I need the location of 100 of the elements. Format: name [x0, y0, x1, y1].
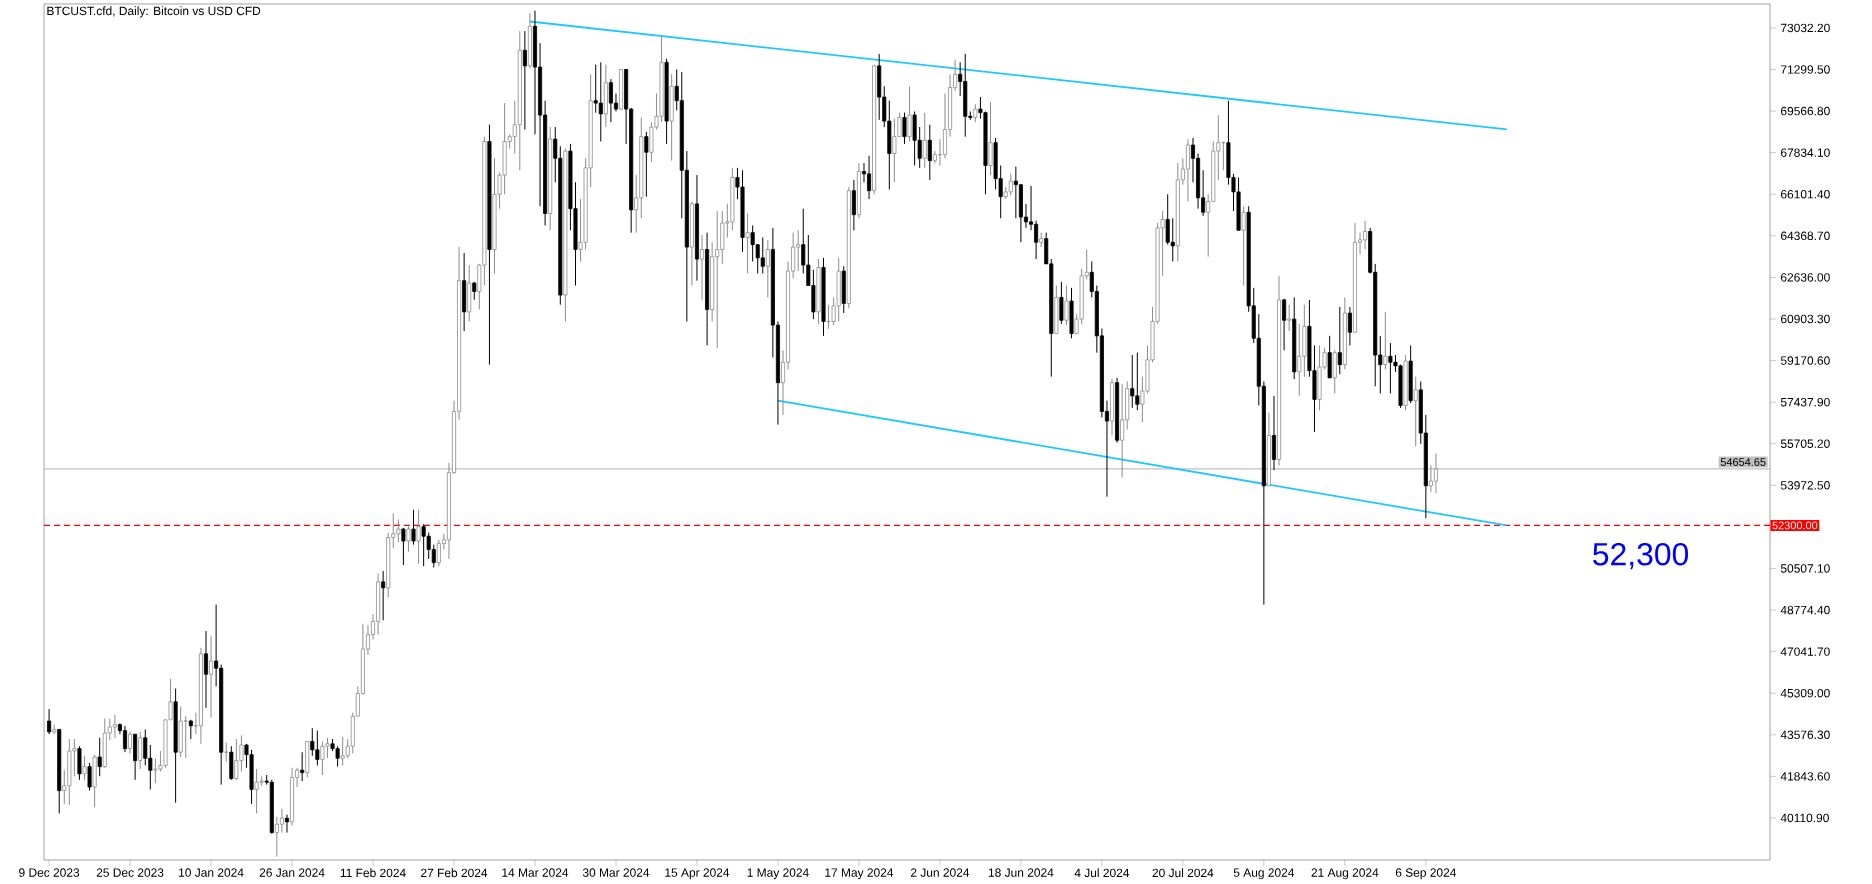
candlestick: [730, 167, 735, 231]
candlestick: [97, 737, 102, 777]
candlestick: [138, 731, 143, 770]
candlestick: [922, 112, 927, 169]
candlestick: [867, 155, 872, 200]
candlestick: [1413, 376, 1418, 447]
candlestick: [1337, 306, 1342, 375]
candlestick: [87, 762, 92, 792]
candlestick: [128, 731, 133, 754]
candlestick: [644, 131, 649, 198]
candlestick: [856, 162, 861, 219]
candlestick: [320, 740, 325, 776]
candlestick: [851, 179, 856, 231]
candlestick: [689, 200, 694, 286]
candlestick: [92, 754, 97, 808]
candlestick: [290, 767, 295, 826]
candlestick: [340, 736, 345, 766]
candlestick: [927, 124, 932, 181]
candlestick: [841, 265, 846, 314]
candlestick: [284, 814, 289, 834]
candlestick: [1059, 281, 1064, 325]
candlestick: [52, 724, 57, 735]
candlestick: [1383, 311, 1388, 370]
candlestick: [249, 749, 254, 805]
candlestick: [598, 61, 603, 142]
candlestick: [254, 768, 259, 814]
candlestick: [335, 745, 340, 768]
candlestick: [376, 572, 381, 636]
candlestick: [892, 118, 897, 183]
candlestick: [619, 68, 624, 111]
candlestick: [988, 101, 993, 176]
candlestick: [1332, 349, 1337, 394]
candlestick: [396, 518, 401, 543]
candlestick: [381, 570, 386, 621]
candlestick: [406, 523, 411, 553]
candlestick: [1282, 298, 1287, 351]
candlestick: [82, 755, 87, 781]
candlestick: [209, 635, 214, 718]
candlestick: [1013, 166, 1018, 219]
candlestick: [816, 258, 821, 325]
candlestick: [77, 745, 82, 781]
candlestick: [1110, 378, 1115, 436]
candlestick: [877, 53, 882, 121]
candlestick: [765, 239, 770, 298]
candlestick: [133, 733, 138, 781]
candlestick: [112, 714, 117, 739]
candlestick: [67, 738, 72, 806]
candlestick: [1388, 342, 1393, 394]
candlestick: [1008, 173, 1013, 196]
candlestick: [1317, 344, 1322, 411]
candlestick: [522, 30, 527, 130]
candlestick: [608, 78, 613, 123]
candlestick: [153, 757, 158, 784]
candlestick: [315, 730, 320, 766]
candlestick: [416, 509, 421, 565]
candlestick: [203, 630, 209, 709]
candlestick: [178, 706, 183, 758]
candlestick: [1135, 352, 1140, 411]
candlestick: [1403, 354, 1408, 411]
candlestick: [1054, 284, 1059, 334]
candlestick: [963, 53, 968, 138]
candlestick: [1408, 344, 1413, 404]
candlestick: [760, 236, 765, 274]
candlestick: [700, 234, 705, 301]
candlestick: [1271, 395, 1277, 471]
candlestick: [401, 527, 406, 566]
candlestick: [300, 751, 305, 782]
candlestick: [122, 725, 128, 753]
candlestick: [411, 509, 416, 546]
candlestick: [902, 112, 907, 145]
candlestick: [907, 85, 912, 142]
candlestick: [912, 110, 917, 166]
candlestick: [426, 532, 431, 560]
candlestick: [745, 212, 750, 274]
candlestick: [436, 539, 441, 567]
candlestick: [1327, 335, 1332, 379]
candlestick: [183, 715, 188, 759]
candlestick: [527, 12, 532, 69]
candlestick: [234, 738, 239, 781]
candlestick: [229, 745, 234, 781]
candlestick: [1064, 284, 1069, 326]
candlestick: [1069, 287, 1074, 339]
candlestick: [102, 718, 107, 769]
candlestick: [421, 523, 426, 567]
candlestick: [1130, 354, 1135, 409]
candlestick: [47, 708, 52, 735]
candlestick: [750, 224, 755, 262]
candlestick: [1241, 205, 1246, 286]
candlestick: [310, 727, 315, 757]
candlestick: [1236, 176, 1241, 231]
candlestick: [603, 64, 608, 128]
candlestick: [305, 740, 310, 778]
candlestick: [1347, 306, 1352, 346]
candlestick: [1433, 452, 1438, 494]
candlestick: [1363, 220, 1368, 250]
candlestick: [1287, 304, 1292, 332]
candlestick: [715, 210, 720, 349]
annotation: 52,300: [1593, 542, 1689, 570]
candlestick: [462, 252, 467, 332]
candlestick: [669, 73, 674, 162]
